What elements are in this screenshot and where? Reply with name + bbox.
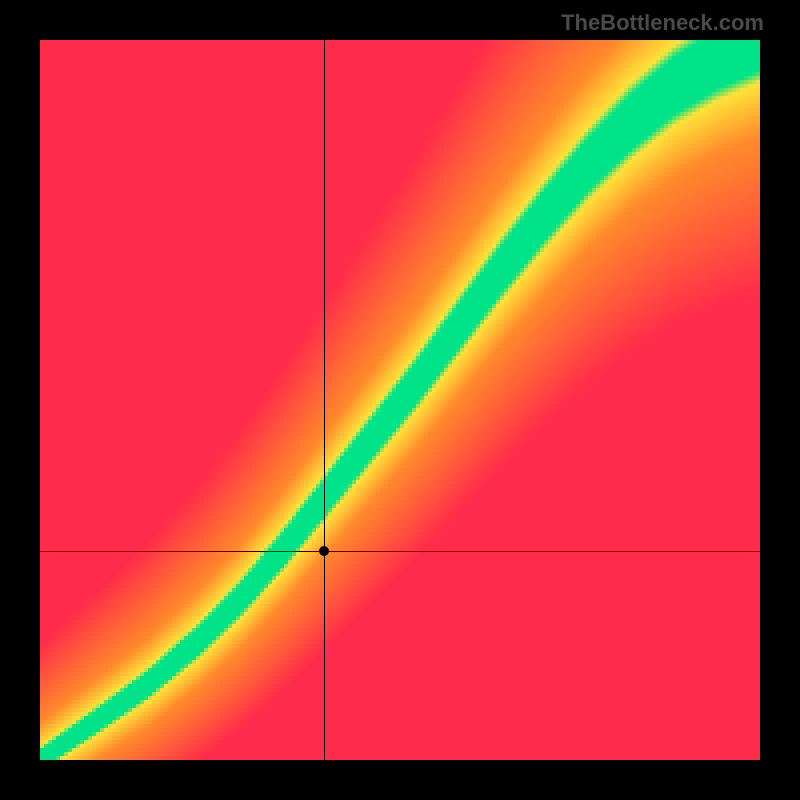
heatmap-canvas (40, 40, 760, 760)
crosshair-horizontal (40, 551, 760, 552)
plot-area (40, 40, 760, 760)
watermark-text: TheBottleneck.com (561, 10, 764, 36)
chart-container: TheBottleneck.com (0, 0, 800, 800)
crosshair-vertical (324, 40, 325, 760)
